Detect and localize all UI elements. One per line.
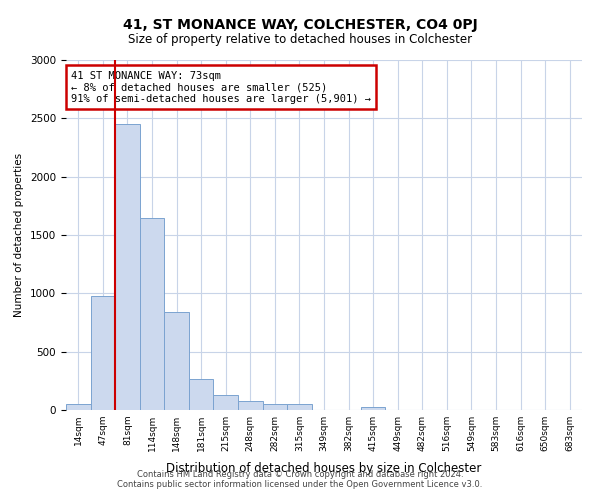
Bar	[214, 395, 238, 410]
Bar	[91, 296, 115, 410]
Bar	[140, 218, 164, 410]
Bar	[189, 378, 214, 410]
Bar	[263, 404, 287, 410]
Bar	[115, 124, 140, 410]
Bar	[164, 312, 189, 410]
Bar	[238, 401, 263, 410]
Text: Contains HM Land Registry data © Crown copyright and database right 2024.
Contai: Contains HM Land Registry data © Crown c…	[118, 470, 482, 489]
Bar	[361, 406, 385, 410]
Bar	[287, 404, 312, 410]
X-axis label: Distribution of detached houses by size in Colchester: Distribution of detached houses by size …	[166, 462, 482, 475]
Text: 41, ST MONANCE WAY, COLCHESTER, CO4 0PJ: 41, ST MONANCE WAY, COLCHESTER, CO4 0PJ	[122, 18, 478, 32]
Text: 41 ST MONANCE WAY: 73sqm
← 8% of detached houses are smaller (525)
91% of semi-d: 41 ST MONANCE WAY: 73sqm ← 8% of detache…	[71, 70, 371, 104]
Text: Size of property relative to detached houses in Colchester: Size of property relative to detached ho…	[128, 32, 472, 46]
Y-axis label: Number of detached properties: Number of detached properties	[14, 153, 25, 317]
Bar	[66, 404, 91, 410]
